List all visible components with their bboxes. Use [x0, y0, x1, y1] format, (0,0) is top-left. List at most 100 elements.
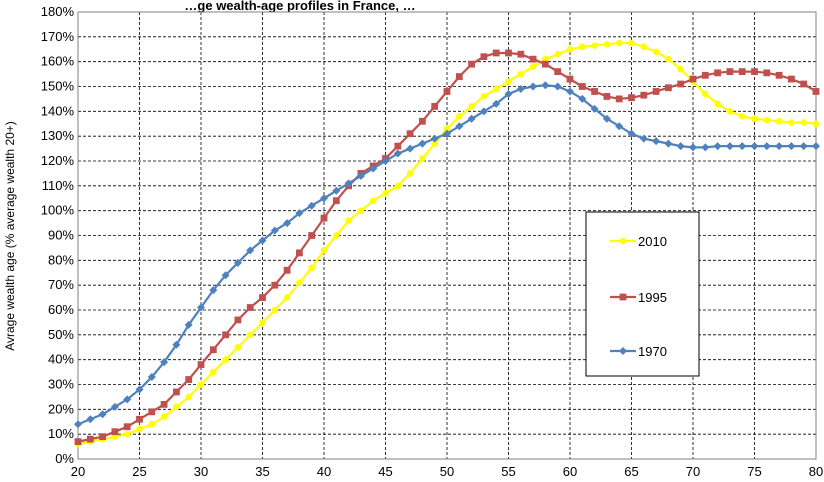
- data-point-2010: [394, 182, 402, 190]
- data-point-1995: [492, 49, 500, 57]
- data-point-1995: [99, 433, 106, 441]
- y-tick-label: 110%: [42, 178, 75, 193]
- data-point-1970: [504, 89, 513, 98]
- data-point-1995: [332, 197, 340, 205]
- data-point-1970: [443, 129, 451, 138]
- data-point-2010: [468, 103, 475, 110]
- data-point-1995: [185, 376, 193, 383]
- data-point-1995: [455, 73, 463, 80]
- data-point-1970: [762, 142, 771, 151]
- data-point-1995: [566, 75, 574, 83]
- legend-marker: [619, 293, 627, 301]
- data-point-2010: [665, 55, 672, 63]
- data-point-2010: [788, 119, 795, 126]
- data-point-1970: [799, 142, 808, 151]
- data-point-1970: [110, 402, 119, 411]
- data-point-2010: [763, 116, 771, 124]
- data-point-2010: [197, 381, 205, 388]
- x-tick-label: 50: [440, 464, 454, 479]
- data-point-1995: [431, 102, 439, 110]
- data-point-1995: [259, 294, 266, 301]
- data-point-2010: [480, 93, 488, 100]
- data-point-2010: [185, 393, 192, 401]
- data-point-1970: [209, 286, 218, 295]
- data-point-1995: [505, 49, 512, 57]
- data-point-1995: [197, 361, 205, 369]
- data-point-2010: [615, 39, 623, 47]
- data-point-2010: [579, 43, 586, 51]
- data-point-1995: [209, 346, 217, 354]
- data-point-2010: [259, 319, 266, 326]
- data-point-2010: [591, 42, 598, 49]
- data-point-1995: [111, 428, 119, 436]
- data-point-1970: [332, 186, 341, 195]
- y-tick-label: 120%: [41, 153, 75, 168]
- data-point-1995: [800, 80, 808, 88]
- data-point-1970: [639, 134, 648, 143]
- data-point-2010: [652, 48, 660, 56]
- data-point-2010: [640, 43, 648, 51]
- data-point-1995: [123, 423, 131, 431]
- data-point-1970: [750, 142, 759, 151]
- x-tick-label: 25: [132, 464, 146, 479]
- data-point-1970: [602, 114, 611, 123]
- data-point-2010: [456, 113, 463, 120]
- data-point-1995: [443, 88, 451, 95]
- data-point-2010: [320, 247, 328, 254]
- data-point-1970: [775, 142, 784, 151]
- data-point-1995: [677, 80, 685, 88]
- data-point-1995: [394, 142, 402, 150]
- data-point-1995: [788, 75, 795, 83]
- data-point-1995: [591, 88, 598, 95]
- data-point-2010: [345, 217, 352, 224]
- data-point-1995: [222, 331, 229, 339]
- data-point-1995: [296, 249, 303, 257]
- data-point-1970: [467, 114, 476, 123]
- x-tick-label: 35: [255, 464, 269, 479]
- legend-marker: [619, 237, 627, 245]
- y-tick-label: 60%: [48, 302, 74, 317]
- data-point-2010: [726, 108, 734, 115]
- data-point-1995: [714, 69, 721, 77]
- data-point-1970: [283, 219, 292, 228]
- data-point-2010: [628, 39, 635, 47]
- data-point-1995: [726, 68, 734, 75]
- data-point-1970: [430, 134, 439, 143]
- y-tick-label: 170%: [41, 29, 75, 44]
- data-point-1995: [468, 60, 475, 68]
- data-point-2010: [702, 90, 709, 98]
- data-point-1970: [566, 87, 574, 96]
- data-point-1970: [74, 420, 82, 429]
- x-tick-label: 65: [624, 464, 638, 479]
- data-point-1995: [738, 68, 746, 75]
- data-point-2010: [246, 331, 254, 339]
- data-point-2010: [160, 413, 168, 421]
- data-point-2010: [505, 78, 512, 85]
- data-point-1995: [812, 88, 820, 95]
- data-point-1995: [173, 388, 180, 396]
- y-tick-label: 90%: [48, 228, 74, 243]
- x-tick-label: 75: [747, 464, 761, 479]
- data-point-1970: [184, 320, 193, 329]
- data-point-1970: [246, 246, 255, 255]
- legend-label: 2010: [638, 234, 667, 249]
- data-point-2010: [271, 306, 279, 314]
- data-point-1970: [123, 395, 132, 404]
- legend-label: 1995: [638, 290, 667, 305]
- x-tick-label: 40: [317, 464, 331, 479]
- data-point-2010: [308, 264, 316, 272]
- data-point-1995: [234, 316, 242, 324]
- data-point-1970: [233, 258, 242, 267]
- data-point-1970: [406, 144, 415, 153]
- data-point-1995: [86, 435, 94, 443]
- data-point-1995: [652, 88, 660, 95]
- y-tick-label: 130%: [41, 128, 75, 143]
- data-point-2010: [603, 40, 611, 48]
- data-point-1970: [172, 340, 181, 349]
- data-point-1970: [160, 358, 169, 367]
- data-point-2010: [812, 120, 820, 128]
- data-point-1995: [628, 94, 635, 102]
- data-point-1970: [738, 142, 747, 151]
- data-point-2010: [714, 100, 721, 108]
- data-point-1995: [480, 53, 488, 61]
